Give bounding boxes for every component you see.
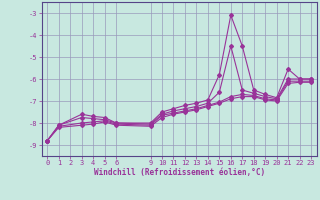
X-axis label: Windchill (Refroidissement éolien,°C): Windchill (Refroidissement éolien,°C) [94, 168, 265, 177]
